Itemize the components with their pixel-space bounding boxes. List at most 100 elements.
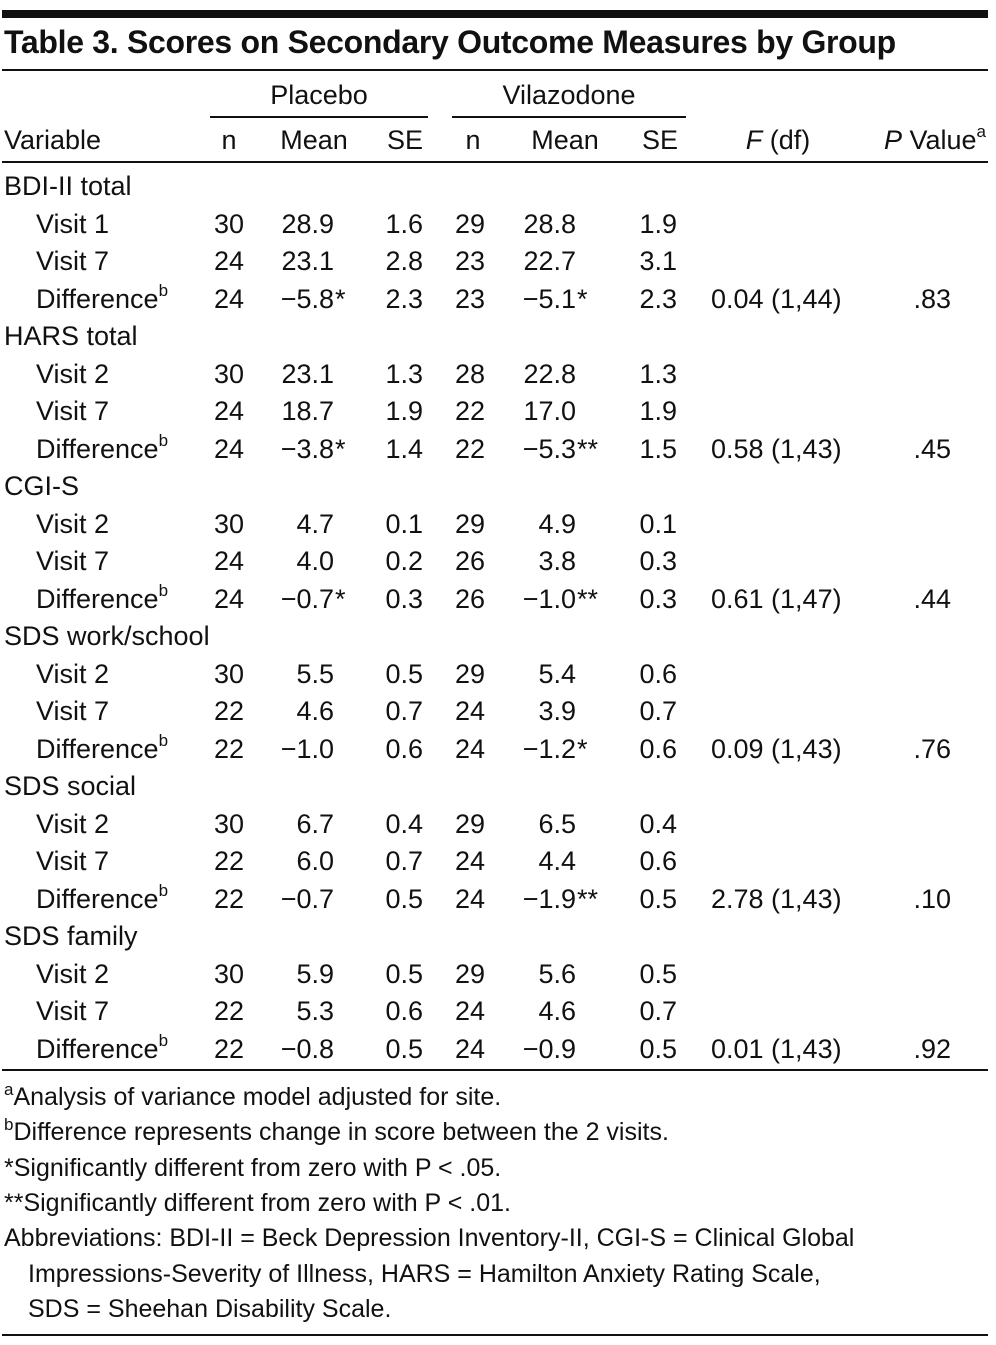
p-value: .45 (913, 433, 951, 464)
header-p: P (883, 125, 902, 155)
placebo-se: 0.6 (385, 996, 423, 1026)
footnote: bDifference represents change in score b… (4, 1115, 669, 1150)
placebo-se: 1.6 (385, 208, 423, 239)
placebo-mean: 4.0 (296, 546, 334, 576)
vilazodone-se: 0.5 (639, 1033, 677, 1064)
f-df-value: 2.78 (1,43) (711, 883, 842, 914)
row-label: Visit 2 (36, 508, 110, 539)
f-df-value: 0.58 (1,43) (711, 433, 842, 464)
vilazodone-mean: 4.9 (538, 508, 576, 539)
row-label: Visit 2 (36, 358, 110, 389)
placebo-mean: 5.9 (296, 958, 334, 989)
vilazodone-se: 0.3 (639, 546, 677, 576)
vilazodone-se: 2.3 (639, 283, 677, 314)
header-p-value: P Valuea (884, 122, 986, 159)
row-label: Visit 2 (36, 808, 110, 839)
placebo-n: 22 (213, 696, 244, 726)
placebo-n: 24 (213, 583, 244, 614)
placebo-mean: −3.8 (280, 433, 334, 464)
footnote-mark: b (158, 730, 169, 750)
vilazodone-mean: 22.7 (523, 246, 576, 276)
header-vilazodone-n: n (465, 125, 481, 155)
placebo-se: 0.5 (385, 658, 423, 689)
placebo-se: 0.5 (385, 883, 423, 914)
header-rule (2, 161, 988, 163)
row-label: Visit 7 (36, 846, 110, 876)
vilazodone-n: 24 (454, 1033, 485, 1064)
group-vilazodone: Vilazodone (502, 80, 636, 110)
placebo-n: 22 (213, 733, 244, 764)
placebo-mean: −0.7 (280, 883, 334, 914)
placebo-n: 30 (213, 358, 244, 389)
vilazodone-mean: 28.8 (523, 208, 576, 239)
top-rule (2, 10, 988, 18)
placebo-n: 30 (213, 658, 244, 689)
bottom-rule (2, 1334, 988, 1336)
vilazodone-n: 26 (454, 583, 485, 614)
vilazodone-mean: 3.9 (538, 696, 576, 726)
vilazodone-se: 0.6 (639, 658, 677, 689)
placebo-se: 1.9 (385, 396, 423, 426)
vilazodone-mean: 5.6 (538, 958, 576, 989)
vilazodone-n: 29 (454, 658, 485, 689)
vilazodone-mean: −1.2 (522, 733, 576, 764)
vilazodone-n: 24 (454, 846, 485, 876)
body-bottom-rule (2, 1069, 988, 1071)
vilazodone-mean: 22.8 (523, 358, 576, 389)
placebo-se: 0.5 (385, 1033, 423, 1064)
placebo-n: 22 (213, 1033, 244, 1064)
row-label: Visit 7 (36, 546, 110, 576)
placebo-se: 2.3 (385, 283, 423, 314)
row-label: Visit 7 (36, 696, 110, 726)
row-label: Visit 7 (36, 246, 110, 276)
placebo-se: 1.4 (385, 433, 423, 464)
vilazodone-n: 22 (454, 433, 485, 464)
abbreviations-line: Impressions-Severity of Illness, HARS = … (28, 1259, 821, 1288)
row-label: Visit 2 (36, 658, 110, 689)
placebo-n: 30 (213, 808, 244, 839)
header-placebo-mean: Mean (280, 125, 348, 155)
vilazodone-n: 29 (454, 508, 485, 539)
header-f: F (745, 125, 763, 155)
placebo-mean: −0.8 (280, 1033, 334, 1064)
vilazodone-n: 24 (454, 883, 485, 914)
vilazodone-n: 28 (454, 358, 485, 389)
row-label: Visit 1 (36, 208, 110, 239)
placebo-n: 24 (213, 246, 244, 276)
footnote-mark: b (4, 1115, 14, 1135)
vilazodone-mean: −5.3 (522, 433, 576, 464)
abbreviations-line: Abbreviations: BDI-II = Beck Depression … (4, 1224, 855, 1253)
footnote-mark: b (158, 1030, 169, 1050)
vilazodone-se: 3.1 (639, 246, 677, 276)
placebo-n: 24 (213, 546, 244, 576)
f-df-value: 0.61 (1,47) (711, 583, 842, 614)
p-value: .10 (913, 883, 951, 914)
placebo-mean: 28.9 (281, 208, 334, 239)
vilazodone-se: 0.6 (639, 846, 677, 876)
vilazodone-n: 24 (454, 696, 485, 726)
placebo-mean: −5.8 (280, 283, 334, 314)
vilazodone-n: 29 (454, 808, 485, 839)
placebo-mean: 23.1 (281, 358, 334, 389)
placebo-mean: 5.3 (296, 996, 334, 1026)
placebo-mean: 23.1 (281, 246, 334, 276)
f-df-value: 0.04 (1,44) (711, 283, 842, 314)
placebo-se: 0.3 (385, 583, 423, 614)
section-label: SDS social (4, 771, 137, 801)
row-label: Differenceb (36, 1030, 169, 1064)
p-value: .76 (913, 733, 951, 764)
vilazodone-se: 0.5 (639, 958, 677, 989)
placebo-n: 24 (213, 396, 244, 426)
abbreviations-line: SDS = Sheehan Disability Scale. (28, 1294, 392, 1323)
footnote: **Significantly different from zero with… (4, 1186, 511, 1221)
header-placebo-n: n (221, 125, 237, 155)
header-vilazodone-mean: Mean (531, 125, 599, 155)
placebo-se: 0.1 (385, 508, 423, 539)
placebo-n: 22 (213, 996, 244, 1026)
placebo-mean: 4.6 (296, 696, 334, 726)
f-df-value: 0.01 (1,43) (711, 1033, 842, 1064)
placebo-underline (210, 116, 428, 118)
row-label: Differenceb (36, 280, 169, 314)
vilazodone-se: 0.6 (639, 733, 677, 764)
placebo-mean: 5.5 (296, 658, 334, 689)
